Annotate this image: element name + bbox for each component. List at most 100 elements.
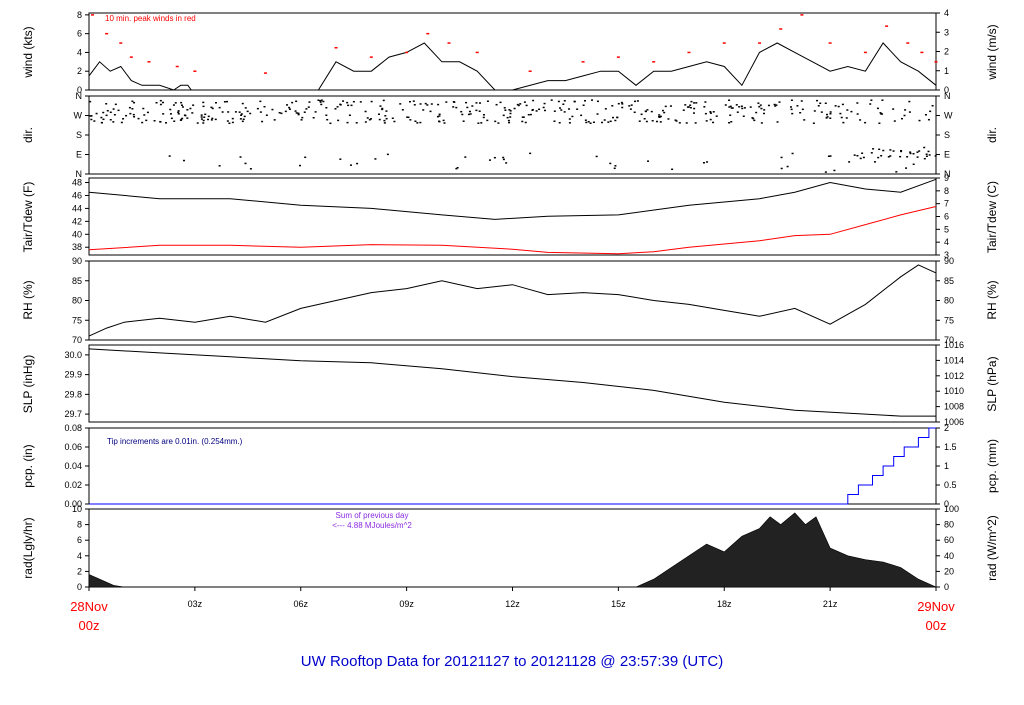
- right-tick-label: 6: [944, 212, 949, 222]
- radiation-sum-value: <--- 4.88 MJoules/m^2: [332, 521, 412, 530]
- right-tick-label: W: [944, 111, 953, 121]
- radiation-left-label: rad(Lgly/hr): [21, 517, 35, 578]
- left-tick-label: 2: [77, 566, 82, 576]
- right-tick-label: 60: [944, 535, 954, 545]
- left-tick-label: 4: [77, 47, 82, 57]
- start-date-label: 28Nov: [70, 599, 108, 614]
- left-tick-label: 85: [72, 276, 82, 286]
- left-tick-label: W: [74, 111, 83, 121]
- right-tick-label: N: [944, 169, 951, 179]
- end-time-label: 00z: [926, 618, 947, 633]
- left-tick-label: 38: [72, 242, 82, 252]
- left-tick-label: 0.04: [64, 461, 82, 471]
- temperature-panel-frame: [88, 177, 937, 256]
- left-tick-label: 0: [77, 582, 82, 592]
- left-tick-label: 29.9: [64, 370, 82, 380]
- right-tick-label: 1: [944, 66, 949, 76]
- right-tick-label: 0: [944, 582, 949, 592]
- relative-humidity-line: [88, 264, 937, 337]
- left-tick-label: 80: [72, 296, 82, 306]
- left-tick-label: 75: [72, 315, 82, 325]
- right-tick-label: 1: [944, 461, 949, 471]
- right-tick-label: 20: [944, 566, 954, 576]
- left-tick-label: 48: [72, 178, 82, 188]
- tip-increment-note: Tip increments are 0.01in. (0.254mm.): [107, 437, 243, 446]
- right-tick-label: 1016: [944, 340, 964, 350]
- left-tick-label: 42: [72, 216, 82, 226]
- wind-right-label: wind (m/s): [985, 24, 999, 80]
- right-tick-label: 5: [944, 224, 949, 234]
- left-tick-label: 6: [77, 29, 82, 39]
- right-tick-label: 1008: [944, 402, 964, 412]
- left-tick-label: 2: [77, 66, 82, 76]
- precipitation-line: [89, 427, 936, 505]
- right-tick-label: 9: [944, 173, 949, 183]
- right-tick-label: 8: [944, 186, 949, 196]
- left-tick-label: 0.06: [64, 442, 82, 452]
- left-tick-label: E: [76, 150, 82, 160]
- time-tick-label: 03z: [188, 599, 203, 609]
- temperature-right-label: Tair/Tdew (C): [985, 181, 999, 253]
- wind-speed-line: [88, 42, 937, 91]
- right-tick-label: 40: [944, 551, 954, 561]
- right-tick-label: 1006: [944, 417, 964, 427]
- time-tick-label: 12z: [505, 599, 520, 609]
- temperature-panel: Tair/Tdew (F) Tair/Tdew (C) 384042444648…: [21, 173, 999, 260]
- wind-panel: wind (kts) wind (m/s) 10 min. peak winds…: [21, 8, 999, 95]
- right-tick-label: 0: [944, 499, 949, 509]
- pressure-right-label: SLP (hPa): [985, 356, 999, 411]
- right-tick-label: 80: [944, 520, 954, 530]
- left-tick-label: 8: [77, 10, 82, 20]
- air-temperature-line: [88, 178, 937, 220]
- precip-panel: pcp. (in) pcp. (mm) Tip increments are 0…: [21, 423, 999, 509]
- right-tick-label: 4: [944, 237, 949, 247]
- direction-left-label: dir.: [21, 127, 35, 143]
- left-tick-label: 6: [77, 535, 82, 545]
- left-tick-label: 70: [72, 335, 82, 345]
- direction-right-label: dir.: [985, 127, 999, 143]
- right-tick-label: 90: [944, 256, 954, 266]
- right-tick-label: 80: [944, 296, 954, 306]
- right-tick-label: 100: [944, 504, 959, 514]
- direction-panel-frame: [88, 95, 937, 175]
- left-tick-label: 0.00: [64, 499, 82, 509]
- left-tick-label: 90: [72, 256, 82, 266]
- time-tick-label: 18z: [717, 599, 732, 609]
- pressure-panel: SLP (inHg) SLP (hPa) 29.7 29.8 29.9 30.0 100…: [21, 340, 999, 427]
- humidity-panel-frame: [88, 260, 937, 341]
- pressure-panel-frame: [88, 344, 937, 423]
- precip-right-label: pcp. (mm): [985, 439, 999, 493]
- left-tick-label: 0.02: [64, 480, 82, 490]
- start-time-label: 00z: [79, 618, 100, 633]
- left-tick-label: 8: [77, 520, 82, 530]
- right-tick-label: 2: [944, 423, 949, 433]
- humidity-panel: RH (%) RH (%) 70 75 80 85 90 70 75 80 85 90: [21, 256, 999, 345]
- right-tick-label: S: [944, 130, 950, 140]
- pressure-left-label: SLP (inHg): [21, 355, 35, 413]
- time-tick-label: 15z: [611, 599, 626, 609]
- right-tick-label: 1014: [944, 355, 964, 365]
- time-tick-label: 21z: [823, 599, 838, 609]
- end-date-label: 29Nov: [917, 599, 955, 614]
- time-tick-label: 09z: [399, 599, 414, 609]
- humidity-left-label: RH (%): [21, 280, 35, 319]
- left-tick-label: 0: [77, 85, 82, 95]
- right-tick-label: 0: [944, 85, 949, 95]
- right-tick-label: 85: [944, 276, 954, 286]
- right-tick-label: 1010: [944, 386, 964, 396]
- time-axis: 28Nov 00z 29Nov 00z 03z 06z 09z 12z 15z 18z 21…: [70, 587, 955, 633]
- right-tick-label: 75: [944, 315, 954, 325]
- right-tick-label: 1.5: [944, 442, 957, 452]
- left-tick-label: 44: [72, 203, 82, 213]
- right-tick-label: E: [944, 150, 950, 160]
- right-tick-label: 7: [944, 199, 949, 209]
- footer-title: UW Rooftop Data for 20121127 to 20121128…: [301, 653, 723, 670]
- left-tick-label: 29.8: [64, 389, 82, 399]
- left-tick-label: 40: [72, 229, 82, 239]
- right-tick-label: 2: [944, 47, 949, 57]
- left-tick-label: 30.0: [64, 350, 82, 360]
- left-tick-label: S: [76, 130, 82, 140]
- left-tick-label: 0.08: [64, 423, 82, 433]
